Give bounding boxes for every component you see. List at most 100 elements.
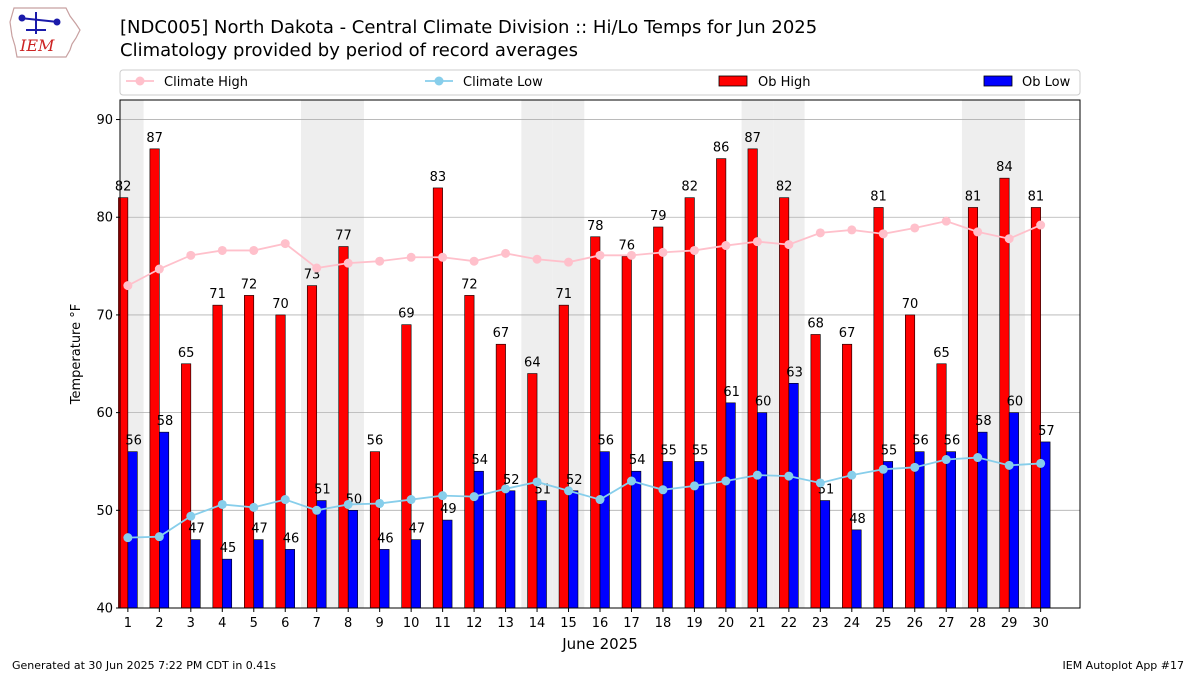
ob-low-bar: [284, 549, 295, 609]
ob-high-label: 81: [1028, 189, 1045, 204]
ob-low-bar: [1008, 412, 1019, 609]
y-axis: 40 50 60 70 80 90: [96, 113, 120, 617]
climate-high-point: [564, 257, 574, 267]
climate-high-point: [249, 245, 259, 255]
climate-low-point: [123, 533, 133, 543]
ob-high-label: 77: [335, 229, 352, 244]
ob-low-bar: [536, 500, 547, 609]
ob-high-bar: [401, 324, 412, 609]
ob-high-label: 87: [146, 131, 163, 146]
ob-low-label: 56: [912, 434, 929, 449]
climate-high-point: [312, 263, 322, 273]
climate-high-point: [721, 241, 731, 251]
climate-high-point: [217, 245, 227, 255]
x-tick-label: 22: [781, 616, 798, 631]
iem-logo: IEM: [9, 7, 81, 58]
x-tick-label: 26: [906, 616, 923, 631]
climate-low-point: [343, 499, 353, 509]
legend-climate-high: Climate High: [126, 75, 248, 90]
ob-high-bar: [779, 197, 790, 609]
climate-high-point: [469, 256, 479, 266]
y-tick-label: 80: [96, 211, 113, 226]
logo-text: IEM: [19, 36, 55, 55]
ob-high-bar: [905, 314, 916, 609]
legend-climate-high-marker: [135, 76, 145, 86]
ob-high-label: 67: [493, 326, 510, 341]
climate-low-point: [941, 455, 951, 465]
ob-low-bar: [253, 539, 264, 609]
ob-low-label: 51: [534, 483, 551, 498]
ob-high-bar: [212, 304, 223, 609]
ob-high-bar: [1030, 207, 1041, 609]
climate-low-point: [532, 477, 542, 487]
climate-low-point: [626, 476, 636, 486]
climate-high-point: [532, 254, 542, 264]
legend-ob-low-label: Ob Low: [1022, 75, 1071, 90]
ob-high-label: 67: [839, 326, 856, 341]
ob-low-label: 46: [377, 531, 394, 546]
ob-high-label: 86: [713, 141, 730, 156]
climate-low-point: [249, 502, 259, 512]
climate-high-point: [1004, 234, 1014, 244]
climate-low-point: [847, 470, 857, 480]
ob-high-bar: [369, 451, 380, 609]
ob-low-label: 51: [314, 483, 331, 498]
ob-low-label: 54: [629, 453, 646, 468]
ob-low-label: 60: [1007, 395, 1024, 410]
ob-low-label: 57: [1038, 424, 1055, 439]
x-tick-label: 21: [749, 616, 766, 631]
ob-high-bar: [432, 187, 443, 609]
x-tick-label: 28: [969, 616, 986, 631]
x-tick-label: 16: [592, 616, 609, 631]
x-tick-label: 18: [655, 616, 672, 631]
ob-low-bar: [159, 431, 170, 609]
ob-low-label: 48: [849, 512, 866, 527]
ob-low-bar: [851, 529, 862, 609]
ob-high-label: 72: [241, 277, 258, 292]
ob-high-label: 69: [398, 307, 415, 322]
ob-high-bar: [275, 314, 286, 609]
climate-low-point: [217, 499, 227, 509]
ob-high-bar: [747, 148, 758, 609]
ob-low-label: 54: [472, 453, 489, 468]
ob-low-bar: [410, 539, 421, 609]
ob-high-bar: [967, 207, 979, 609]
ob-low-label: 45: [220, 541, 237, 556]
ob-low-label: 58: [975, 414, 992, 429]
x-tick-label: 4: [218, 616, 226, 631]
x-tick-label: 25: [875, 616, 892, 631]
app-footer: IEM Autoplot App #17: [1062, 659, 1185, 672]
y-tick-label: 50: [96, 504, 113, 519]
ob-high-label: 70: [272, 297, 289, 312]
ob-high-bar: [464, 295, 475, 609]
climate-low-point: [658, 485, 668, 495]
ob-high-bar: [306, 285, 318, 609]
climate-low-line: [123, 453, 1046, 543]
x-tick-label: 9: [376, 616, 384, 631]
ob-low-label: 47: [409, 522, 426, 537]
climate-low-point: [501, 484, 511, 494]
ob-high-label: 68: [807, 316, 824, 331]
x-tick-label: 29: [1001, 616, 1018, 631]
y-tick-label: 40: [96, 602, 113, 617]
chart-subtitle: Climatology provided by period of record…: [120, 40, 578, 61]
ob-low-bar: [442, 519, 453, 609]
x-tick-label: 10: [403, 616, 420, 631]
y-tick-label: 70: [96, 308, 113, 323]
ob-low-label: 49: [440, 502, 457, 517]
ob-high-bar: [590, 236, 601, 609]
climate-low-point: [1036, 458, 1046, 468]
x-tick-label: 5: [250, 616, 258, 631]
ob-high-label: 81: [870, 189, 887, 204]
climate-high-point: [186, 250, 196, 260]
climate-low-point: [375, 498, 385, 508]
ob-high-label: 78: [587, 219, 604, 234]
climate-low-point: [689, 481, 699, 491]
climate-high-point: [752, 237, 762, 247]
ob-low-bar: [820, 500, 831, 609]
climate-high-point: [910, 223, 920, 233]
x-tick-label: 23: [812, 616, 829, 631]
ob-low-label: 61: [723, 385, 740, 400]
ob-high-label: 71: [556, 287, 573, 302]
ob-high-label: 82: [681, 180, 698, 195]
